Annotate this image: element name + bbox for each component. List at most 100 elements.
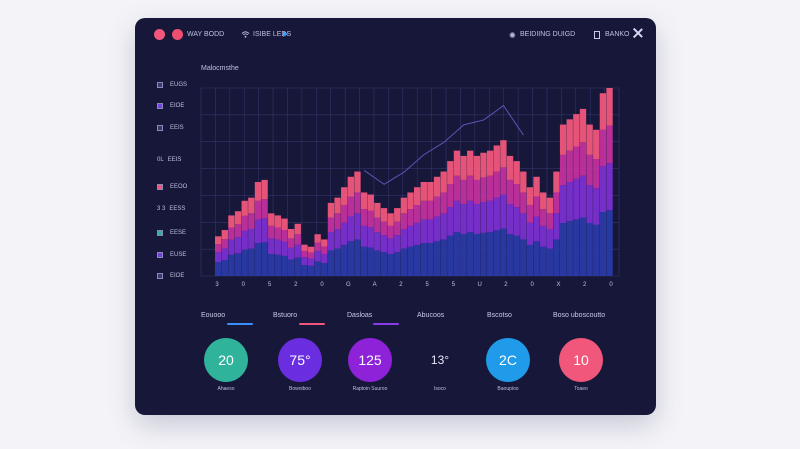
bar-segment (579, 175, 587, 218)
document-icon[interactable] (594, 31, 600, 39)
kpi-circle[interactable]: 20 (204, 338, 248, 382)
bar-segment (281, 218, 288, 231)
bar-segment (354, 213, 361, 240)
bar-segment (526, 244, 534, 276)
bar-segment (606, 210, 613, 276)
kpi-circle[interactable]: 75° (278, 338, 322, 382)
bar-segment (215, 236, 222, 245)
trend-line (363, 104, 524, 185)
bar-segment (228, 254, 235, 276)
bar-segment (248, 229, 255, 249)
legend-label: EEIS (167, 157, 182, 163)
x-tick-label: 3 (215, 282, 219, 288)
bar-segment (274, 254, 282, 276)
bar-segment (467, 150, 474, 176)
bar-segment (321, 246, 328, 255)
bar-segment (586, 185, 593, 223)
bar-segment (559, 124, 567, 155)
bar-segment (593, 129, 600, 160)
bar-segment (301, 244, 308, 251)
bar-segment (301, 265, 308, 276)
bar-segment (440, 192, 447, 214)
stats-label[interactable]: Dasloas (347, 312, 373, 319)
x-tick-label: G (346, 282, 351, 288)
bar-segment (506, 179, 514, 204)
bar-segment (307, 258, 315, 266)
bar-segment (447, 184, 454, 208)
bar-segment (294, 257, 301, 276)
bar-segment (354, 239, 361, 276)
stats-label[interactable]: Eouooo (201, 312, 226, 319)
play-icon[interactable] (283, 31, 288, 37)
bar-segment (367, 227, 374, 248)
stats-label[interactable]: Abucoos (417, 312, 445, 319)
header-mid-label: ISIBE LEDS (253, 31, 292, 38)
bar-segment (414, 187, 421, 205)
legend-item: EEOO (157, 182, 187, 192)
bar-segment (420, 219, 427, 244)
bar-segment (228, 215, 235, 228)
kpi-circle[interactable]: 13° (418, 338, 462, 382)
kpi-circle[interactable]: 10 (559, 338, 603, 382)
bar-segment (248, 213, 255, 229)
legend-swatch (157, 125, 163, 131)
bar-segment (493, 145, 500, 172)
bar-segment (334, 248, 341, 276)
bar-segment (380, 235, 388, 253)
bar-segment (407, 225, 414, 247)
bar-segment (414, 222, 421, 245)
bar-segment (520, 213, 527, 240)
bar-segment (281, 241, 288, 256)
bar-segment (414, 244, 421, 276)
bar-segment (380, 208, 388, 222)
stats-label[interactable]: Bstuoro (273, 312, 298, 319)
bar-segment (493, 230, 500, 276)
bar-segment (341, 204, 348, 223)
bar-segment (526, 204, 534, 223)
bar-segment (354, 192, 361, 214)
bar-segment (593, 159, 600, 189)
bar-segment (593, 224, 600, 276)
bar-segment (599, 93, 607, 130)
bar-segment (294, 223, 301, 235)
legend-label: EUSE (170, 252, 187, 258)
legend-label: EIOE (170, 103, 185, 109)
bar-segment (274, 227, 282, 240)
bar-segment (394, 208, 401, 222)
bar-segment (473, 155, 481, 180)
bar-segment (387, 254, 394, 276)
kpi-circle[interactable]: 125 (348, 338, 392, 382)
bar-segment (586, 222, 593, 276)
bar-segment (533, 241, 540, 276)
bar-segment (327, 232, 335, 251)
kpi-label: Bowoiboo (289, 386, 311, 392)
bar-segment (460, 203, 467, 234)
bar-segment (221, 239, 228, 249)
kpi-label: Toaeo (574, 386, 588, 392)
bar-segment (254, 200, 262, 220)
bar-segment (374, 250, 381, 276)
bar-segment (380, 252, 388, 276)
bar-segment (400, 197, 408, 214)
bar-segment (553, 213, 560, 240)
bar-segment (268, 238, 275, 255)
bar-segment (427, 219, 434, 244)
stats-label[interactable]: Bscotso (487, 312, 512, 319)
bar-segment (427, 200, 434, 220)
bar-segment (553, 239, 560, 276)
kpi-circle[interactable]: 2C (486, 338, 530, 382)
bar-segment (559, 154, 567, 186)
bar-segment (287, 229, 295, 239)
kpi-value: 75° (289, 352, 311, 368)
window-red-dot[interactable] (154, 29, 165, 40)
bar-segment (427, 182, 434, 201)
bar-segment (248, 197, 255, 214)
window-pink-dot[interactable] (172, 29, 183, 40)
bar-segment (593, 188, 600, 225)
bar-segment (221, 248, 228, 260)
bar-segment (234, 211, 242, 225)
bar-segment (420, 182, 427, 201)
stats-label[interactable]: Boso uboscoutto (553, 312, 606, 319)
bar-segment (281, 255, 288, 276)
bar-segment (500, 167, 507, 195)
